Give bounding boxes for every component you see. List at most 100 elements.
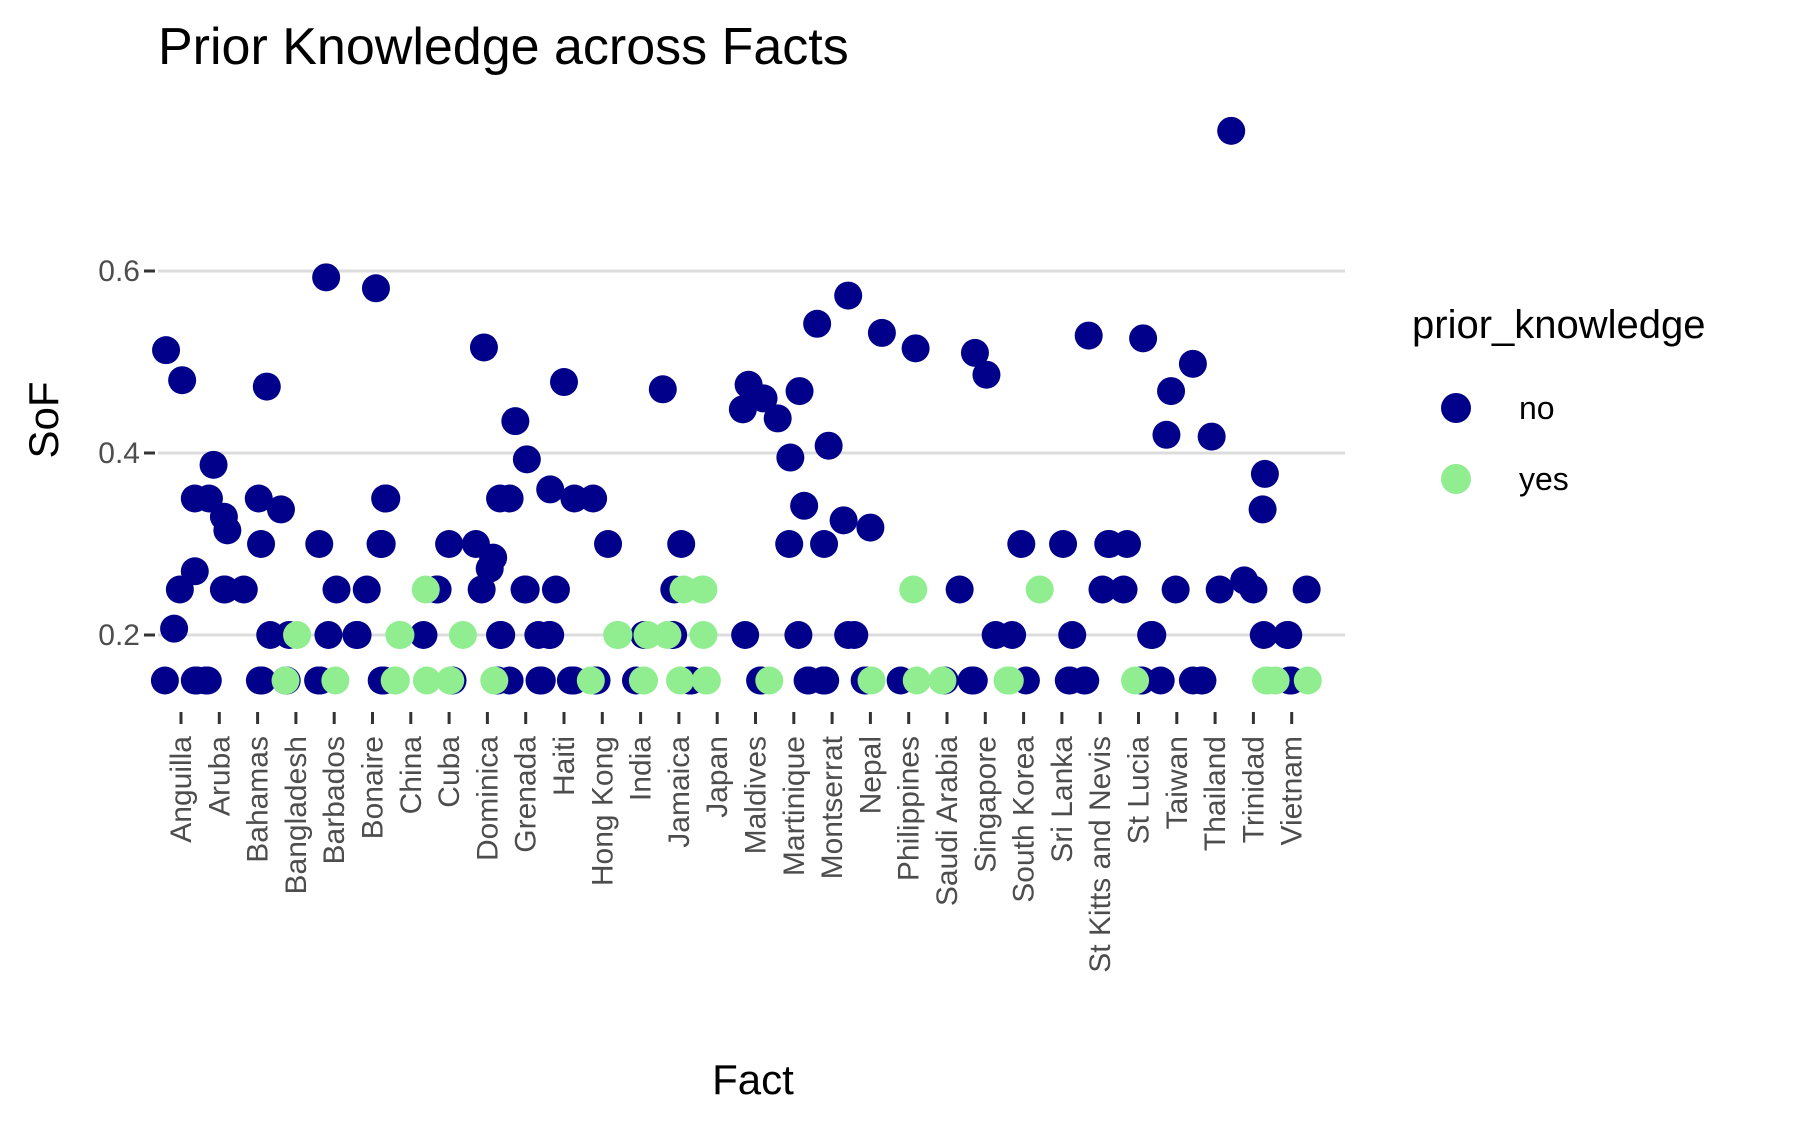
- data-point-no: [168, 366, 197, 395]
- data-point-no: [945, 575, 974, 604]
- data-point-no: [1248, 495, 1277, 524]
- data-point-no: [749, 384, 778, 413]
- data-point-yes: [480, 666, 509, 695]
- x-tick-label: St Kitts and Nevis: [1084, 736, 1117, 973]
- data-point-no: [193, 666, 222, 695]
- x-tick-label: Bahamas: [242, 736, 275, 863]
- data-point-no: [867, 318, 896, 347]
- data-point-no: [667, 530, 696, 558]
- x-tick-label: Japan: [701, 736, 734, 818]
- data-point-no: [511, 575, 540, 604]
- x-tick-label: Vietnam: [1276, 736, 1309, 846]
- data-point-no: [312, 263, 341, 292]
- x-tick-label: Sri Lanka: [1046, 736, 1079, 863]
- data-point-no: [811, 666, 840, 695]
- y-tick-label: 0.2: [98, 619, 140, 652]
- y-tick-label: 0.6: [98, 255, 140, 288]
- data-point-yes: [1261, 666, 1290, 695]
- data-point-yes: [755, 666, 784, 695]
- data-point-yes: [688, 575, 717, 604]
- data-point-yes: [1025, 575, 1054, 604]
- x-tick-label: China: [395, 736, 428, 815]
- x-tick-label: St Lucia: [1123, 736, 1156, 845]
- data-point-no: [1146, 666, 1175, 695]
- x-tick-label: Trinidad: [1237, 736, 1270, 843]
- x-tick-label: Martinique: [778, 736, 811, 876]
- data-point-no: [960, 338, 989, 367]
- x-tick-label: Dominica: [471, 736, 504, 861]
- data-point-no: [972, 360, 1001, 389]
- data-point-no: [1197, 422, 1226, 451]
- data-point-no: [152, 336, 181, 365]
- data-point-no: [728, 395, 757, 424]
- data-point-yes: [1293, 666, 1322, 695]
- data-point-no: [1058, 621, 1087, 649]
- x-axis: Anguilla Aruba Bahamas Bangladesh Barbados Bo…: [165, 712, 1309, 973]
- data-point-yes: [436, 666, 465, 695]
- data-point-no: [487, 621, 516, 649]
- data-point-no: [244, 484, 273, 513]
- x-tick-label: Bangladesh: [280, 736, 313, 894]
- x-axis-title: Fact: [712, 1056, 794, 1103]
- x-tick-label: Jamaica: [663, 736, 696, 848]
- data-point-no: [469, 333, 498, 362]
- y-axis-title: SoF: [20, 381, 67, 458]
- data-point-yes: [380, 666, 409, 695]
- x-tick-label: Thailand: [1199, 736, 1232, 851]
- x-tick-label: Barbados: [318, 736, 351, 864]
- x-tick-label: Grenada: [510, 736, 543, 853]
- data-point-no: [579, 484, 608, 513]
- data-point-no: [1113, 530, 1141, 558]
- data-point-no: [790, 491, 819, 520]
- y-axis: 0.2 0.4 0.6: [98, 255, 155, 652]
- data-point-no: [901, 334, 930, 363]
- data-point-no: [1129, 324, 1158, 353]
- legend-key-yes: [1441, 464, 1471, 494]
- data-point-no: [213, 516, 242, 545]
- data-point-no: [1249, 621, 1278, 649]
- data-point-no: [467, 575, 496, 604]
- data-point-no: [495, 484, 524, 513]
- data-point-yes: [448, 621, 477, 649]
- data-point-no: [763, 404, 792, 433]
- data-point-no: [1088, 575, 1117, 604]
- data-point-no: [1250, 459, 1279, 488]
- data-point-no: [959, 666, 988, 695]
- data-point-yes: [902, 666, 931, 695]
- data-point-yes: [412, 666, 441, 695]
- data-point-no: [1049, 530, 1078, 558]
- data-point-no: [1230, 566, 1259, 595]
- data-point-no: [731, 621, 760, 649]
- x-tick-label: Taiwan: [1161, 736, 1194, 829]
- legend-label-no: no: [1519, 390, 1555, 426]
- data-point-yes: [666, 666, 695, 695]
- data-point-yes: [691, 666, 720, 695]
- x-tick-label: Anguilla: [165, 736, 198, 843]
- data-point-yes: [633, 621, 662, 649]
- data-point-no: [550, 368, 578, 397]
- data-point-no: [1273, 621, 1302, 649]
- data-point-no: [409, 621, 438, 649]
- data-point-no: [1074, 321, 1103, 350]
- data-point-no: [435, 530, 464, 558]
- data-point-no: [372, 484, 401, 513]
- data-point-no: [512, 445, 541, 474]
- data-point-yes: [993, 666, 1022, 695]
- points-layer: [150, 116, 1322, 695]
- data-point-no: [1007, 530, 1036, 558]
- data-point-no: [352, 575, 381, 604]
- data-point-no: [535, 621, 564, 649]
- data-point-no: [305, 530, 334, 558]
- data-point-no: [1138, 621, 1167, 649]
- legend-key-no: [1441, 393, 1471, 423]
- x-tick-label: Cuba: [433, 736, 466, 808]
- data-point-no: [829, 506, 858, 535]
- data-point-no: [856, 513, 885, 542]
- x-tick-label: Montserrat: [816, 735, 849, 879]
- data-point-no: [785, 377, 814, 406]
- x-tick-label: Aruba: [203, 736, 236, 816]
- data-point-no: [541, 575, 570, 604]
- data-point-no: [322, 575, 351, 604]
- data-point-yes: [603, 621, 632, 649]
